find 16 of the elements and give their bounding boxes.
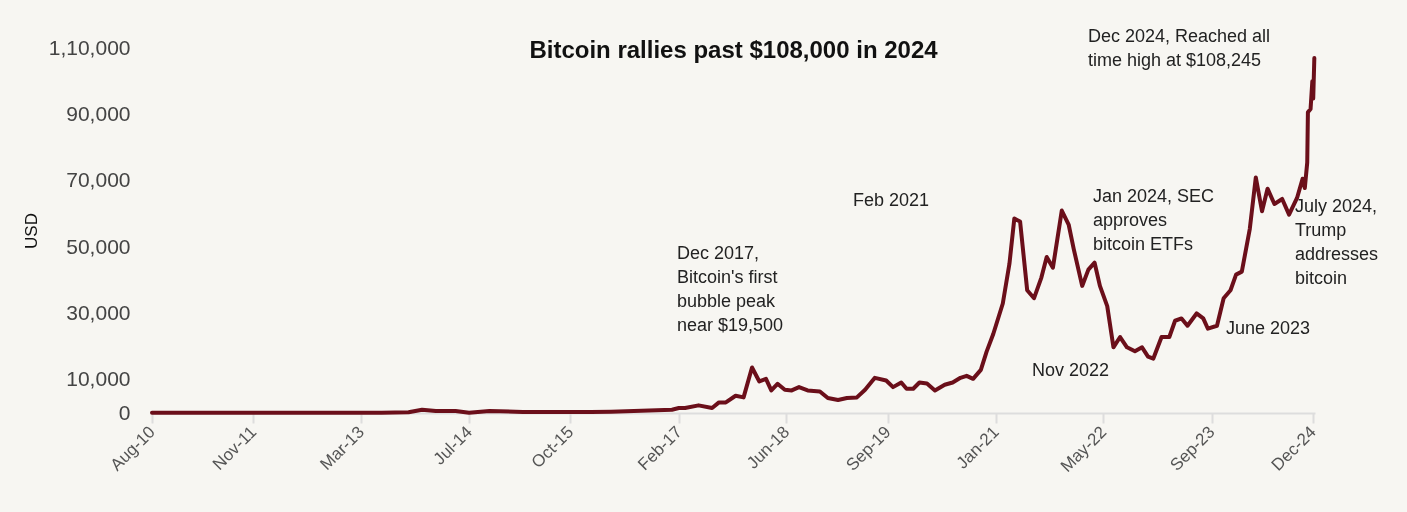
y-tick-label: 50,000	[66, 234, 131, 258]
annotation: Feb 2021	[853, 190, 930, 210]
y-tick-label: 90,000	[66, 101, 131, 125]
y-tick-label: 0	[118, 400, 131, 424]
annotation: Dec 2024, Reached all time high at $108,245	[1088, 26, 1271, 70]
annotation: Dec 2017, Bitcoin's first bubble peak near $19,500	[677, 243, 784, 335]
annotation: Nov 2022	[1032, 360, 1110, 380]
y-axis-title: USD	[21, 213, 41, 249]
y-tick-label: 70,000	[66, 168, 131, 192]
y-tick-label: 30,000	[66, 300, 131, 324]
annotation: July 2024, Trump addresses bitcoin	[1295, 196, 1379, 288]
y-tick-label: 1,10,000	[48, 35, 131, 59]
chart-title: Bitcoin rallies past $108,000 in 2024	[529, 36, 939, 63]
annotation: Jan 2024, SEC approves bitcoin ETFs	[1093, 186, 1215, 254]
y-tick-label: 10,000	[66, 367, 131, 391]
annotation: June 2023	[1226, 318, 1311, 338]
